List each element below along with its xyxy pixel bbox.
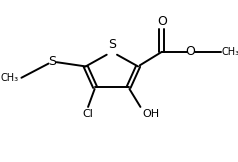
- Text: O: O: [157, 15, 167, 28]
- Text: CH₃: CH₃: [1, 73, 19, 83]
- Text: OH: OH: [143, 109, 160, 119]
- Text: O: O: [185, 45, 195, 58]
- Text: S: S: [48, 55, 56, 68]
- Text: CH₃: CH₃: [221, 47, 238, 57]
- Text: Cl: Cl: [83, 109, 94, 119]
- Text: S: S: [108, 38, 116, 51]
